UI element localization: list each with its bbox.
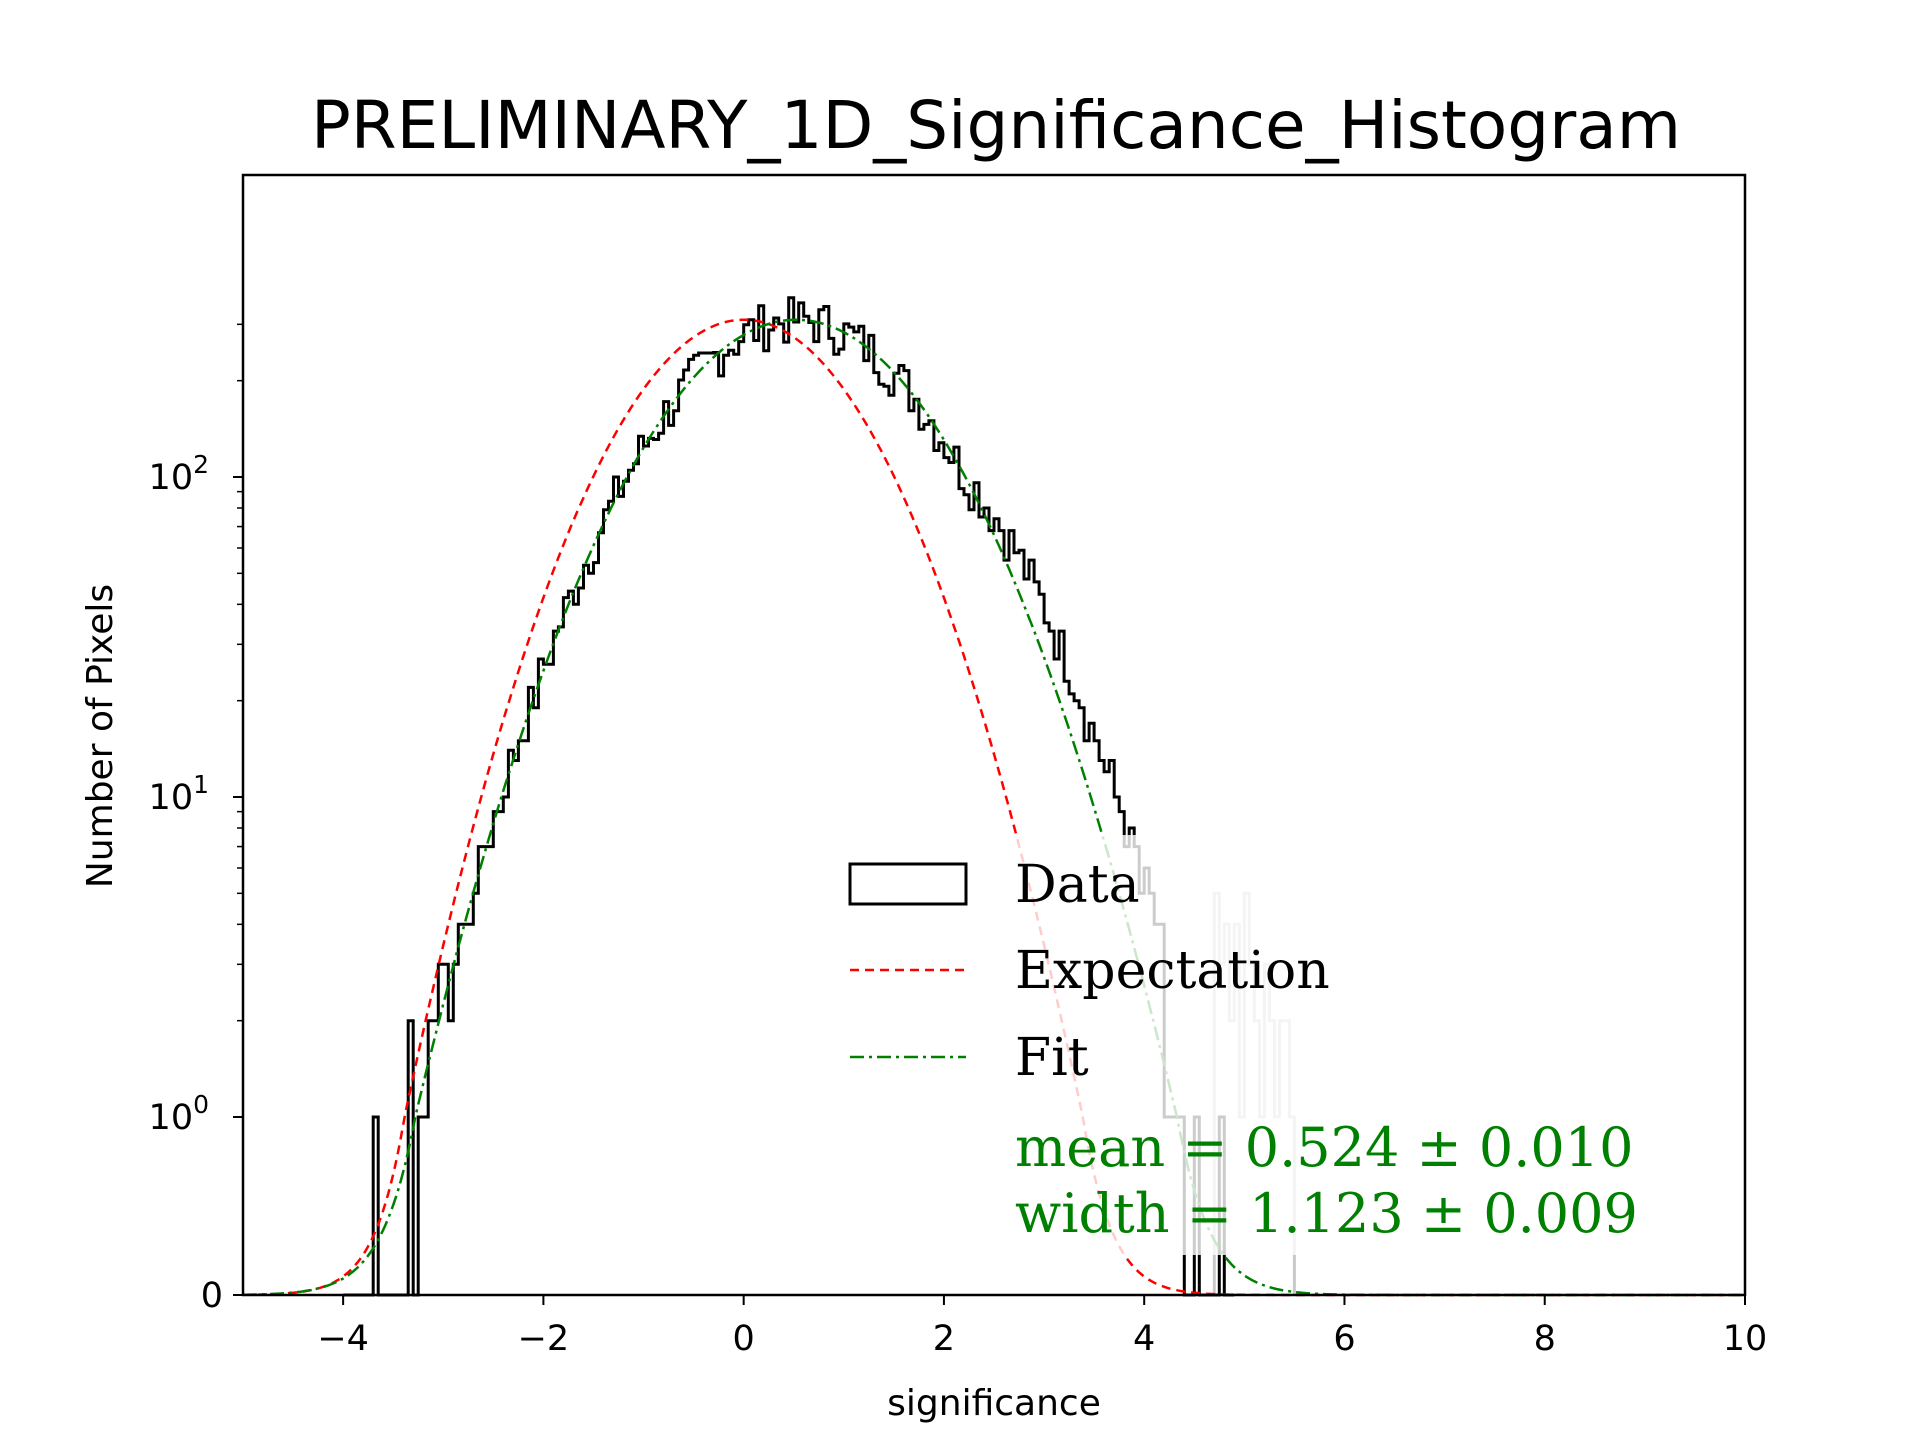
chart-title: PRELIMINARY_1D_Significance_Histogram [311, 87, 1681, 164]
data-histogram [343, 296, 1235, 1297]
x-tick-label: 10 [1723, 1319, 1768, 1359]
x-axis-label: significance [887, 1383, 1101, 1424]
x-tick-label: −2 [518, 1319, 570, 1359]
legend-background [835, 835, 1760, 1255]
plot-area [243, 296, 1760, 1297]
x-tick-label: 6 [1333, 1319, 1355, 1359]
y-tick-label: 102 [149, 450, 209, 498]
plot-frame [241, 173, 1747, 1297]
legend: Data Expectation Fit [848, 855, 1330, 1088]
fit-mean-annotation: mean = 0.524 ± 0.010 [1015, 1116, 1633, 1179]
legend-data-label: Data [1015, 855, 1140, 915]
legend-data-patch [848, 862, 968, 906]
y-tick-label: 0 [201, 1276, 223, 1316]
legend-expectation-label: Expectation [1015, 941, 1330, 1001]
legend-fit-label: Fit [1015, 1028, 1089, 1088]
x-tick-label: 4 [1133, 1319, 1155, 1359]
y-tick-label: 101 [149, 770, 209, 818]
y-axis-ticks: 0 100 101 102 [149, 323, 243, 1316]
x-tick-label: −4 [317, 1319, 369, 1359]
x-tick-label: 8 [1534, 1319, 1556, 1359]
y-axis-label: Number of Pixels [80, 584, 121, 888]
x-tick-label: 2 [933, 1319, 955, 1359]
x-axis-ticks: −4 −2 0 2 4 6 8 10 [317, 1295, 1767, 1359]
x-tick-label: 0 [733, 1319, 755, 1359]
y-tick-label: 100 [149, 1090, 209, 1138]
fit-width-annotation: width = 1.123 ± 0.009 [1015, 1182, 1638, 1245]
